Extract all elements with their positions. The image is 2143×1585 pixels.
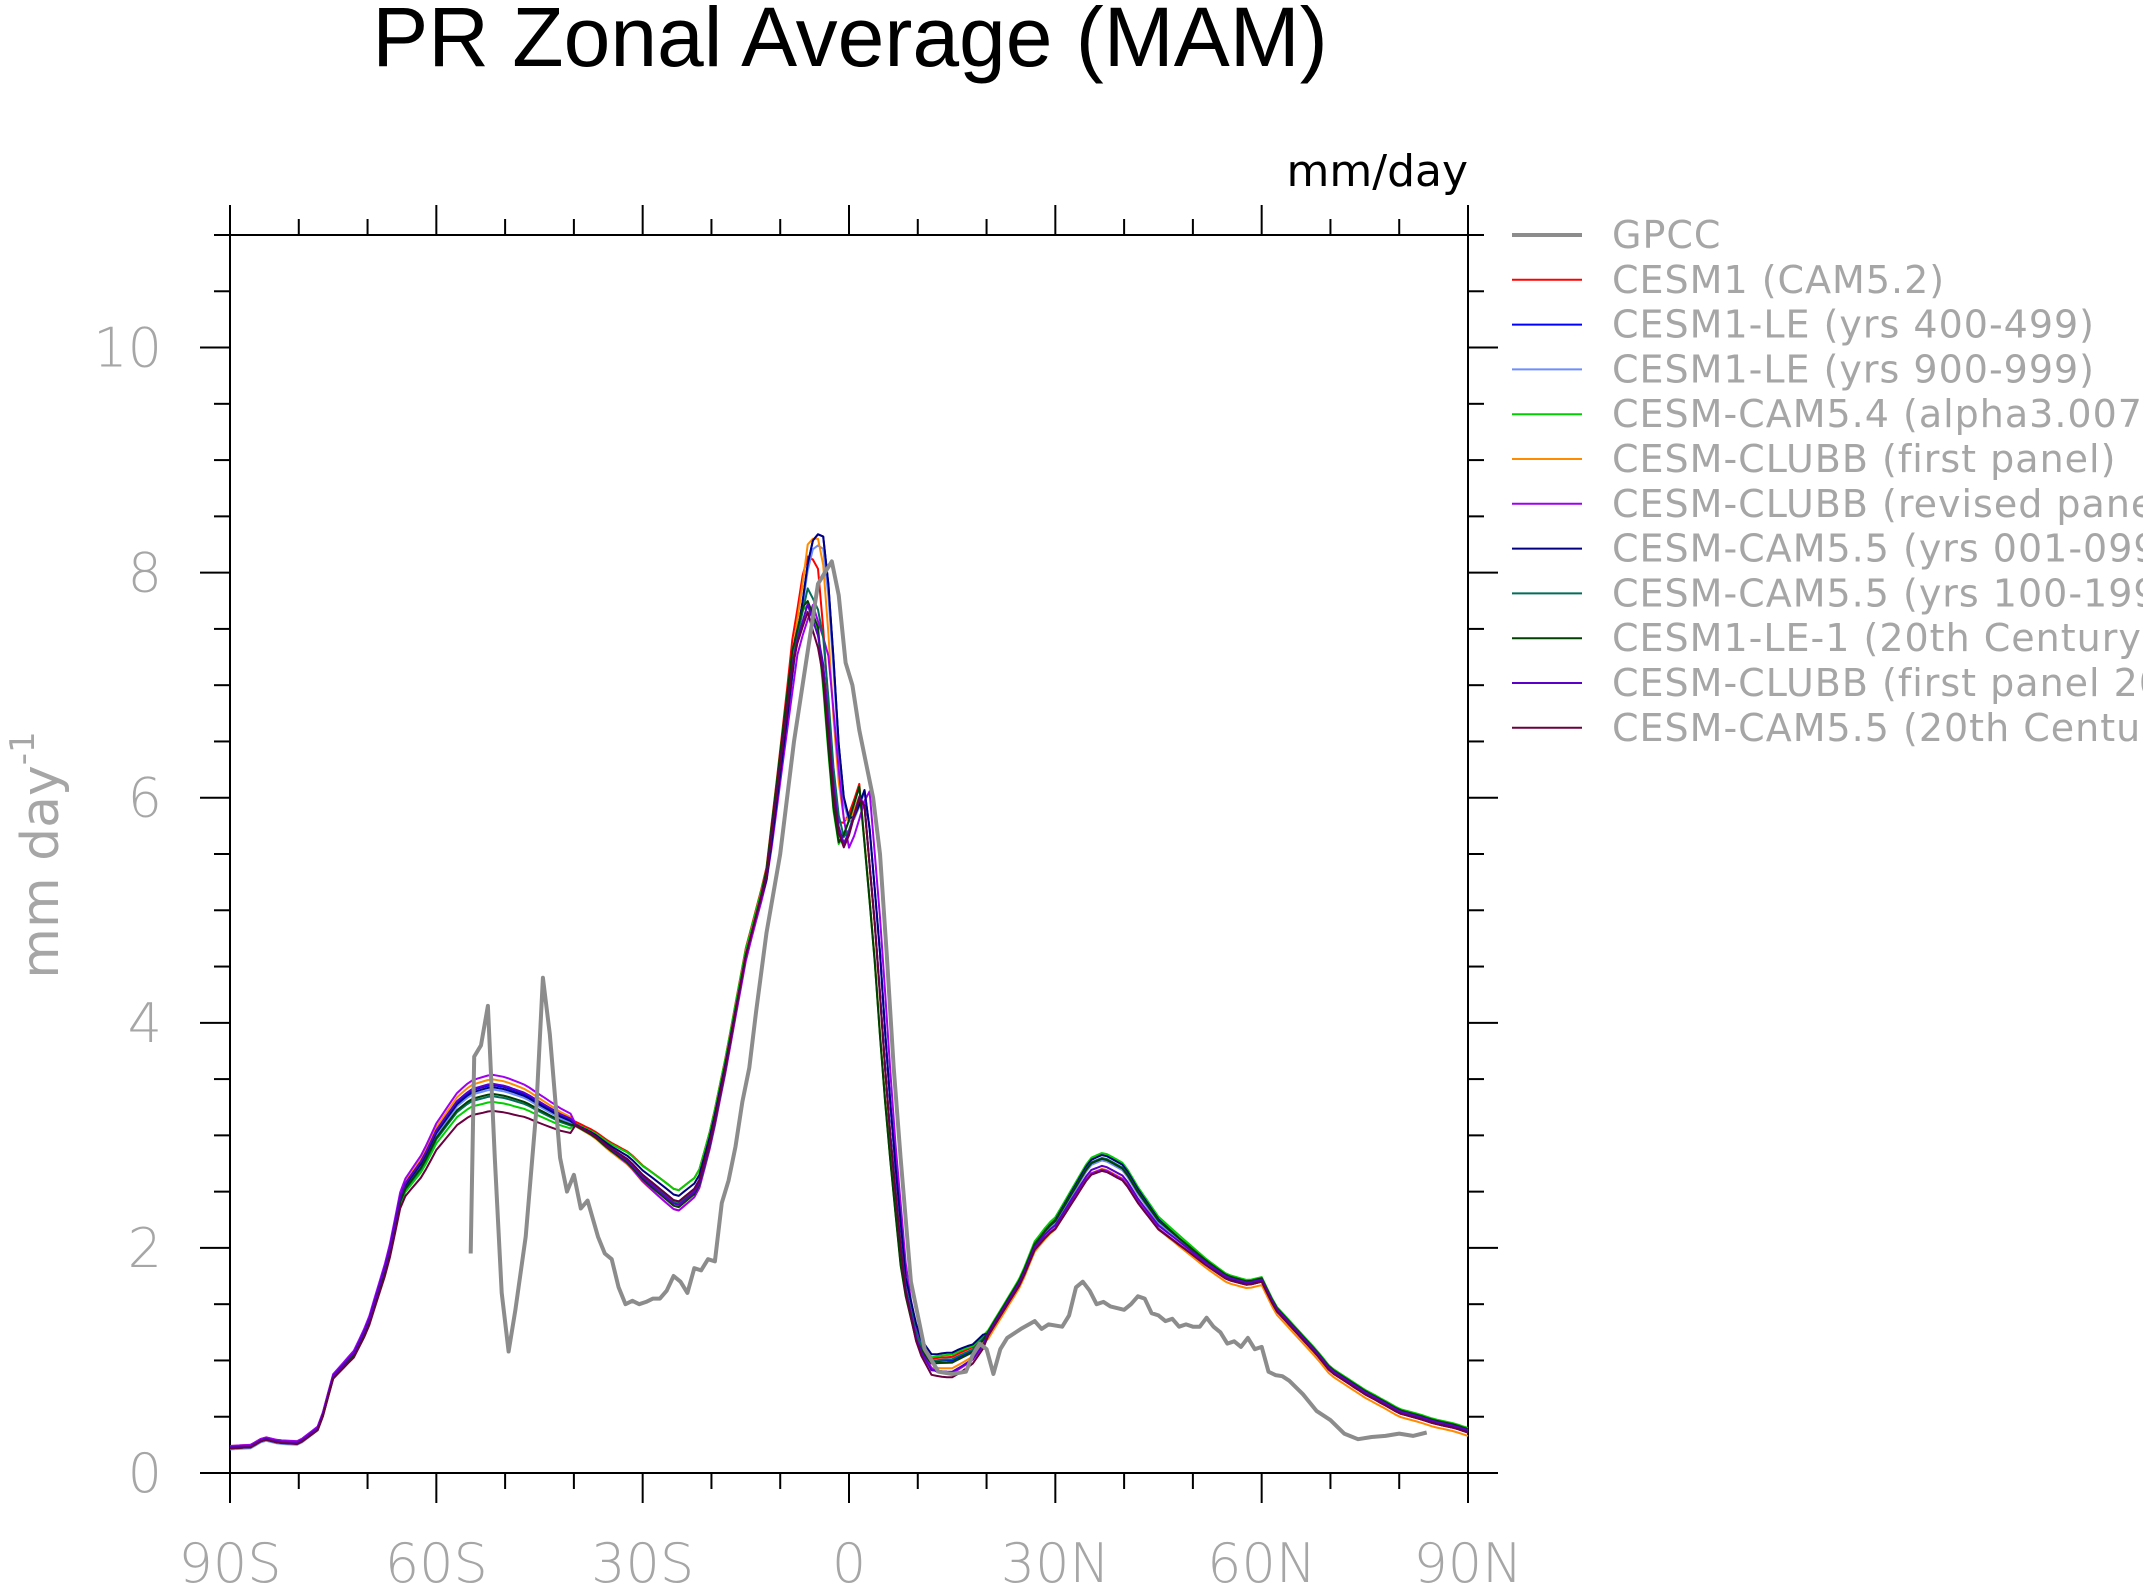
series-lines [229, 533, 1469, 1451]
legend-label-1: CESM1 (CAM5.2) [1612, 258, 1945, 302]
y-axis-label-text: mm day [11, 765, 71, 978]
x-tick-label: 60N [1207, 1532, 1316, 1585]
y-axis-label-superscript: -1 [3, 731, 43, 765]
chart-title: PR Zonal Average (MAM) [372, 0, 1327, 84]
y-axis-label: mm day-1 [3, 731, 71, 978]
y-tick-label: 2 [128, 1217, 162, 1280]
legend-label-2: CESM1-LE (yrs 400-499) [1612, 303, 2095, 347]
series-line-11 [229, 611, 1469, 1450]
legend-label-5: CESM-CLUBB (first panel) [1612, 437, 2116, 481]
y-tick-label: 4 [128, 992, 162, 1055]
x-tick-label: 30N [1001, 1532, 1110, 1585]
legend-label-9: CESM1-LE-1 (20th Century) [1612, 616, 2143, 660]
legend-label-3: CESM1-LE (yrs 900-999) [1612, 347, 2095, 391]
legend-label-10: CESM-CLUBB (first panel 20th) [1612, 661, 2143, 705]
y-tick-label: 10 [93, 317, 162, 380]
series-line-9 [229, 600, 1469, 1450]
x-tick-label: 90N [1413, 1532, 1522, 1585]
series-line-8 [229, 587, 1469, 1450]
legend-label-0: GPCC [1612, 213, 1721, 257]
axis-ticks [200, 205, 1498, 1503]
y-tick-label: 8 [128, 542, 162, 605]
plot-frame [229, 234, 1469, 1474]
units-label: mm/day [1287, 146, 1468, 197]
y-tick-label: 6 [128, 767, 162, 830]
series-line-0 [468, 559, 1428, 1442]
axis-tick-labels: 90S 60S 30S 0 30N 60N 90N 0 2 4 6 8 10 [93, 317, 1522, 1585]
legend-label-11: CESM-CAM5.5 (20th Century) [1612, 706, 2143, 750]
x-tick-label: 90S [179, 1532, 282, 1585]
legend-label-6: CESM-CLUBB (revised panel) [1612, 482, 2143, 526]
legend-label-4: CESM-CAM5.4 (alpha3.007) [1612, 392, 2143, 436]
legend-label-7: CESM-CAM5.5 (yrs 001-099) [1612, 527, 2143, 571]
x-tick-label: 60S [385, 1532, 488, 1585]
svg-text:mm day-1: mm day-1 [3, 731, 71, 978]
legend-label-8: CESM-CAM5.5 (yrs 100-199) [1612, 571, 2143, 615]
y-tick-label: 0 [128, 1442, 162, 1505]
x-tick-label: 30S [591, 1532, 694, 1585]
x-tick-label: 0 [832, 1532, 866, 1585]
